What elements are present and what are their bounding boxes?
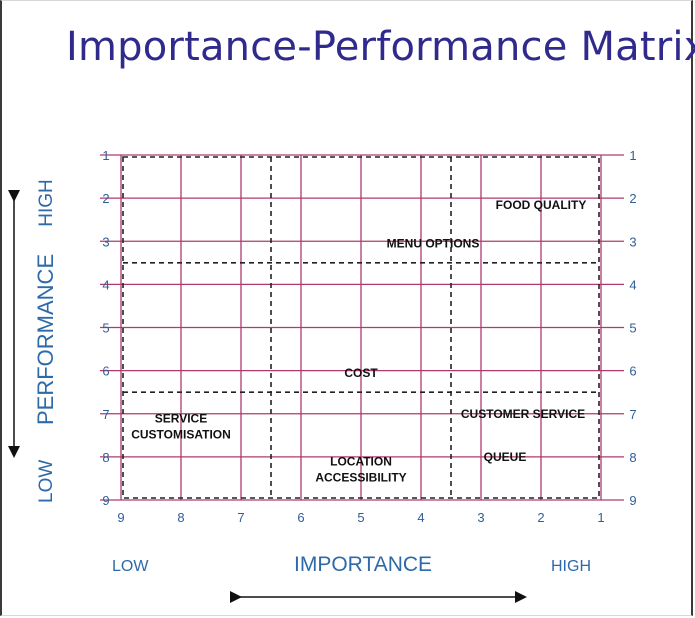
x-tick-label: 3 bbox=[477, 510, 484, 525]
x-tick-label: 6 bbox=[297, 510, 304, 525]
page-title: Importance-Performance Matrix bbox=[66, 24, 695, 70]
matrix-item-label-line: CUSTOMISATION bbox=[131, 427, 231, 441]
x-tick-label: 9 bbox=[117, 510, 124, 525]
y-tick-label-right: 7 bbox=[629, 407, 636, 422]
y-tick-label-left: 4 bbox=[102, 277, 109, 292]
y-tick-label-right: 1 bbox=[629, 148, 636, 163]
matrix-item-label-line: COST bbox=[344, 366, 378, 380]
performance-high-label: HIGH bbox=[36, 179, 57, 227]
matrix-item-label: FOOD QUALITY bbox=[496, 198, 587, 212]
matrix-item-label-line: ACCESSIBILITY bbox=[315, 471, 406, 485]
importance-high-label: HIGH bbox=[551, 558, 591, 575]
x-tick-label: 7 bbox=[237, 510, 244, 525]
matrix-item-label: QUEUE bbox=[484, 450, 527, 464]
matrix-item-label-line: MENU OPTIONS bbox=[387, 237, 480, 251]
matrix-item-label: MENU OPTIONS bbox=[387, 237, 480, 251]
y-tick-label-right: 9 bbox=[629, 493, 636, 508]
y-tick-label-left: 6 bbox=[102, 364, 109, 379]
matrix-item-label: LOCATION ACCESSIBILITY bbox=[315, 455, 406, 485]
performance-axis-label: PERFORMANCE bbox=[33, 253, 58, 425]
matrix-item-label-line: QUEUE bbox=[484, 450, 527, 464]
y-tick-label-left: 7 bbox=[102, 407, 109, 422]
matrix-item-label-line: SERVICE bbox=[155, 411, 207, 425]
x-tick-label: 8 bbox=[177, 510, 184, 525]
matrix-item-label: CUSTOMER SERVICE bbox=[461, 407, 585, 421]
y-tick-label-right: 5 bbox=[629, 321, 636, 336]
y-tick-label-left: 3 bbox=[102, 234, 109, 249]
importance-axis-label: IMPORTANCE bbox=[294, 553, 433, 576]
y-tick-label-left: 9 bbox=[102, 493, 109, 508]
x-tick-label: 4 bbox=[417, 510, 424, 525]
y-tick-label-right: 3 bbox=[629, 234, 636, 249]
performance-low-label: LOW bbox=[36, 459, 57, 503]
matrix-item-label: SERVICE CUSTOMISATION bbox=[131, 411, 231, 441]
matrix-item-label-line: CUSTOMER SERVICE bbox=[461, 407, 585, 421]
x-tick-label: 2 bbox=[537, 510, 544, 525]
y-tick-label-left: 2 bbox=[102, 191, 109, 206]
y-tick-label-right: 8 bbox=[629, 450, 636, 465]
y-tick-label-left: 1 bbox=[102, 148, 109, 163]
y-tick-label-left: 8 bbox=[102, 450, 109, 465]
importance-low-label: LOW bbox=[112, 558, 149, 575]
y-tick-label-right: 4 bbox=[629, 277, 636, 292]
matrix-item-label: COST bbox=[344, 366, 378, 380]
x-tick-label: 5 bbox=[357, 510, 364, 525]
x-tick-label: 1 bbox=[597, 510, 604, 525]
y-tick-label-left: 5 bbox=[102, 321, 109, 336]
matrix-item-label-line: FOOD QUALITY bbox=[496, 198, 587, 212]
y-tick-label-right: 2 bbox=[629, 191, 636, 206]
dashed-outer-border bbox=[122, 156, 600, 499]
matrix-item-label-line: LOCATION bbox=[330, 455, 392, 469]
y-tick-label-right: 6 bbox=[629, 364, 636, 379]
